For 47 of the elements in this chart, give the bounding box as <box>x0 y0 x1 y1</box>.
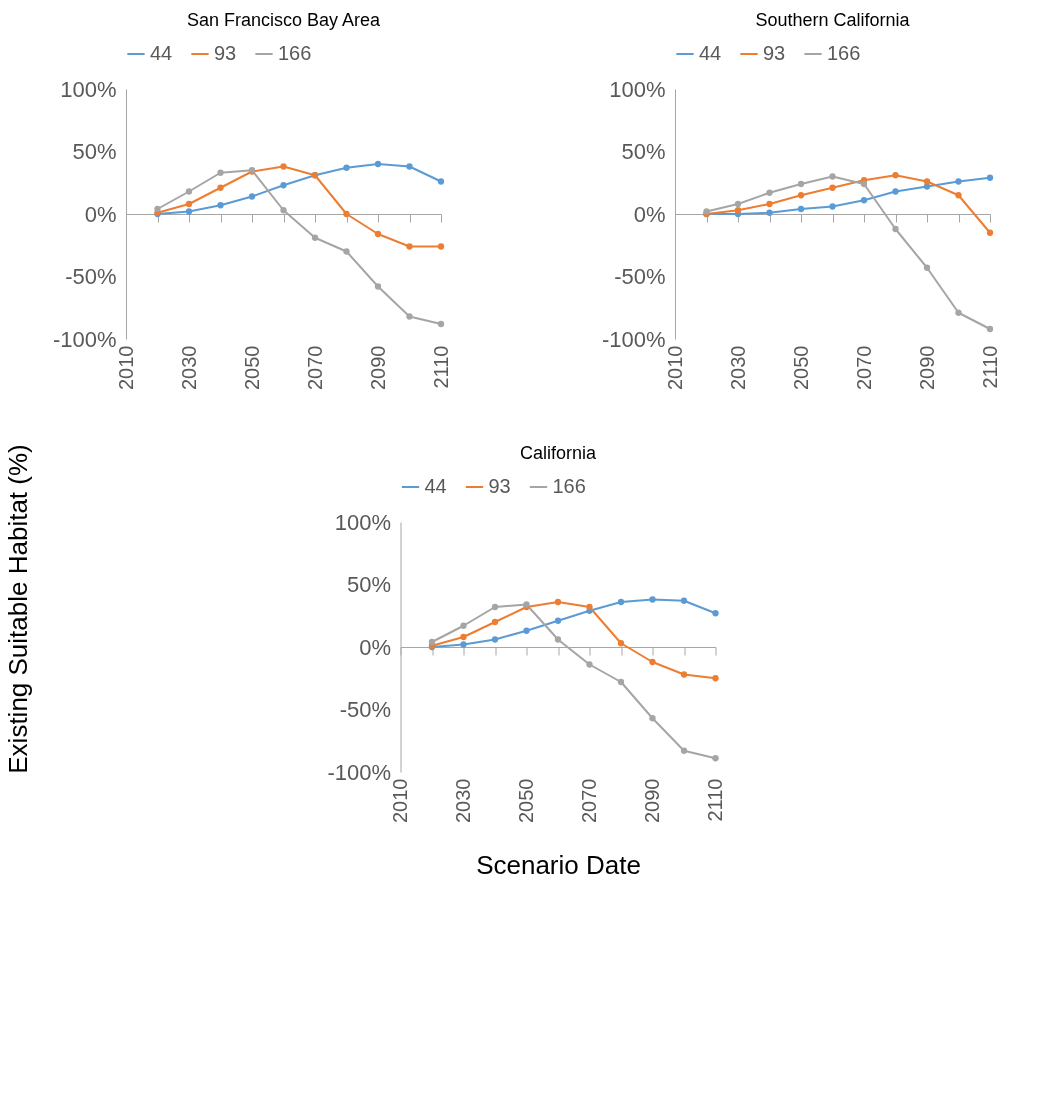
legend-label: 93 <box>214 42 237 64</box>
y-tick-label: -100% <box>52 326 117 352</box>
y-tick-label: -50% <box>339 697 391 722</box>
y-tick-label: 50% <box>621 139 666 164</box>
x-tick-label: 2010 <box>389 778 411 823</box>
y-tick-label: 0% <box>84 201 117 227</box>
chart-title: San Francisco Bay Area <box>186 10 382 30</box>
legend-label: 44 <box>424 475 447 497</box>
x-tick-label: 2070 <box>303 345 326 390</box>
y-tick-label: 100% <box>609 76 666 102</box>
legend-label: 93 <box>488 475 511 497</box>
x-tick-label: 2110 <box>704 778 726 822</box>
legend-label: 166 <box>827 42 861 64</box>
x-tick-label: 2070 <box>578 778 600 823</box>
x-tick-label: 2070 <box>852 345 875 390</box>
legend-label: 93 <box>763 42 786 64</box>
x-tick-label: 2050 <box>515 778 537 823</box>
x-tick-label: 2090 <box>641 778 663 823</box>
y-tick-label: -100% <box>601 326 666 352</box>
chart-title: California <box>519 443 597 463</box>
x-tick-label: 2010 <box>663 345 686 390</box>
legend-label: 44 <box>699 42 722 64</box>
y-tick-label: 50% <box>72 139 117 164</box>
x-tick-label: 2050 <box>240 345 263 390</box>
legend-label: 44 <box>150 42 173 64</box>
x-tick-label: 2030 <box>177 345 200 390</box>
y-tick-label: 0% <box>633 201 666 227</box>
y-tick-label: 100% <box>334 509 391 535</box>
y-tick-label: 100% <box>60 76 117 102</box>
y-tick-label: -50% <box>65 264 117 289</box>
x-tick-label: 2050 <box>789 345 812 390</box>
y-tick-label: -50% <box>614 264 666 289</box>
y-tick-label: 50% <box>346 572 391 597</box>
legend-label: 166 <box>552 475 586 497</box>
y-axis-title: Existing Suitable Habitat (%) <box>3 444 33 774</box>
x-tick-label: 2030 <box>726 345 749 390</box>
x-tick-label: 2010 <box>114 345 137 390</box>
y-tick-label: -100% <box>327 759 391 785</box>
x-tick-label: 2110 <box>978 345 1001 389</box>
y-tick-label: 0% <box>359 634 391 660</box>
x-tick-label: 2090 <box>366 345 389 390</box>
x-tick-label: 2110 <box>429 345 452 389</box>
legend-label: 166 <box>278 42 312 64</box>
x-axis-title: Scenario Date <box>476 849 641 880</box>
x-tick-label: 2030 <box>452 778 474 823</box>
x-tick-label: 2090 <box>915 345 938 390</box>
chart-title: Southern California <box>755 10 911 30</box>
